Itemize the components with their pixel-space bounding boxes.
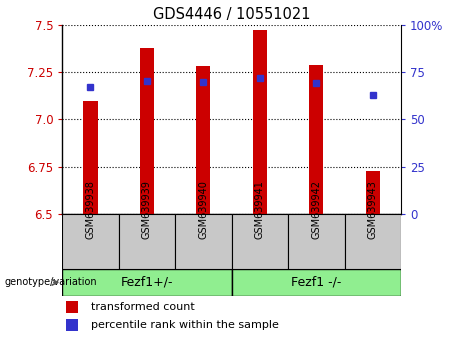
Text: Fezf1+/-: Fezf1+/- (121, 276, 173, 289)
Bar (62, 214, 118, 269)
Bar (366, 171, 380, 214)
Bar (83, 101, 98, 214)
Text: transformed count: transformed count (91, 302, 195, 312)
Bar (231, 269, 401, 296)
Text: GSM639943: GSM639943 (368, 180, 378, 239)
Bar (65, 319, 78, 331)
Text: GSM639940: GSM639940 (198, 180, 208, 239)
Bar (118, 214, 175, 269)
Text: GSM639941: GSM639941 (255, 180, 265, 239)
Bar (253, 30, 267, 214)
Bar (196, 67, 211, 214)
Bar (344, 214, 401, 269)
Text: Fezf1 -/-: Fezf1 -/- (291, 276, 342, 289)
Bar (309, 64, 324, 214)
Title: GDS4446 / 10551021: GDS4446 / 10551021 (153, 7, 310, 22)
Text: genotype/variation: genotype/variation (5, 277, 98, 287)
Bar (62, 269, 231, 296)
Bar (65, 301, 78, 313)
Text: GSM639942: GSM639942 (311, 180, 321, 239)
Bar (175, 214, 231, 269)
Bar (231, 214, 288, 269)
Bar (140, 47, 154, 214)
Text: GSM639938: GSM639938 (85, 180, 95, 239)
Text: GSM639939: GSM639939 (142, 180, 152, 239)
Bar (288, 214, 344, 269)
Text: percentile rank within the sample: percentile rank within the sample (91, 320, 279, 330)
